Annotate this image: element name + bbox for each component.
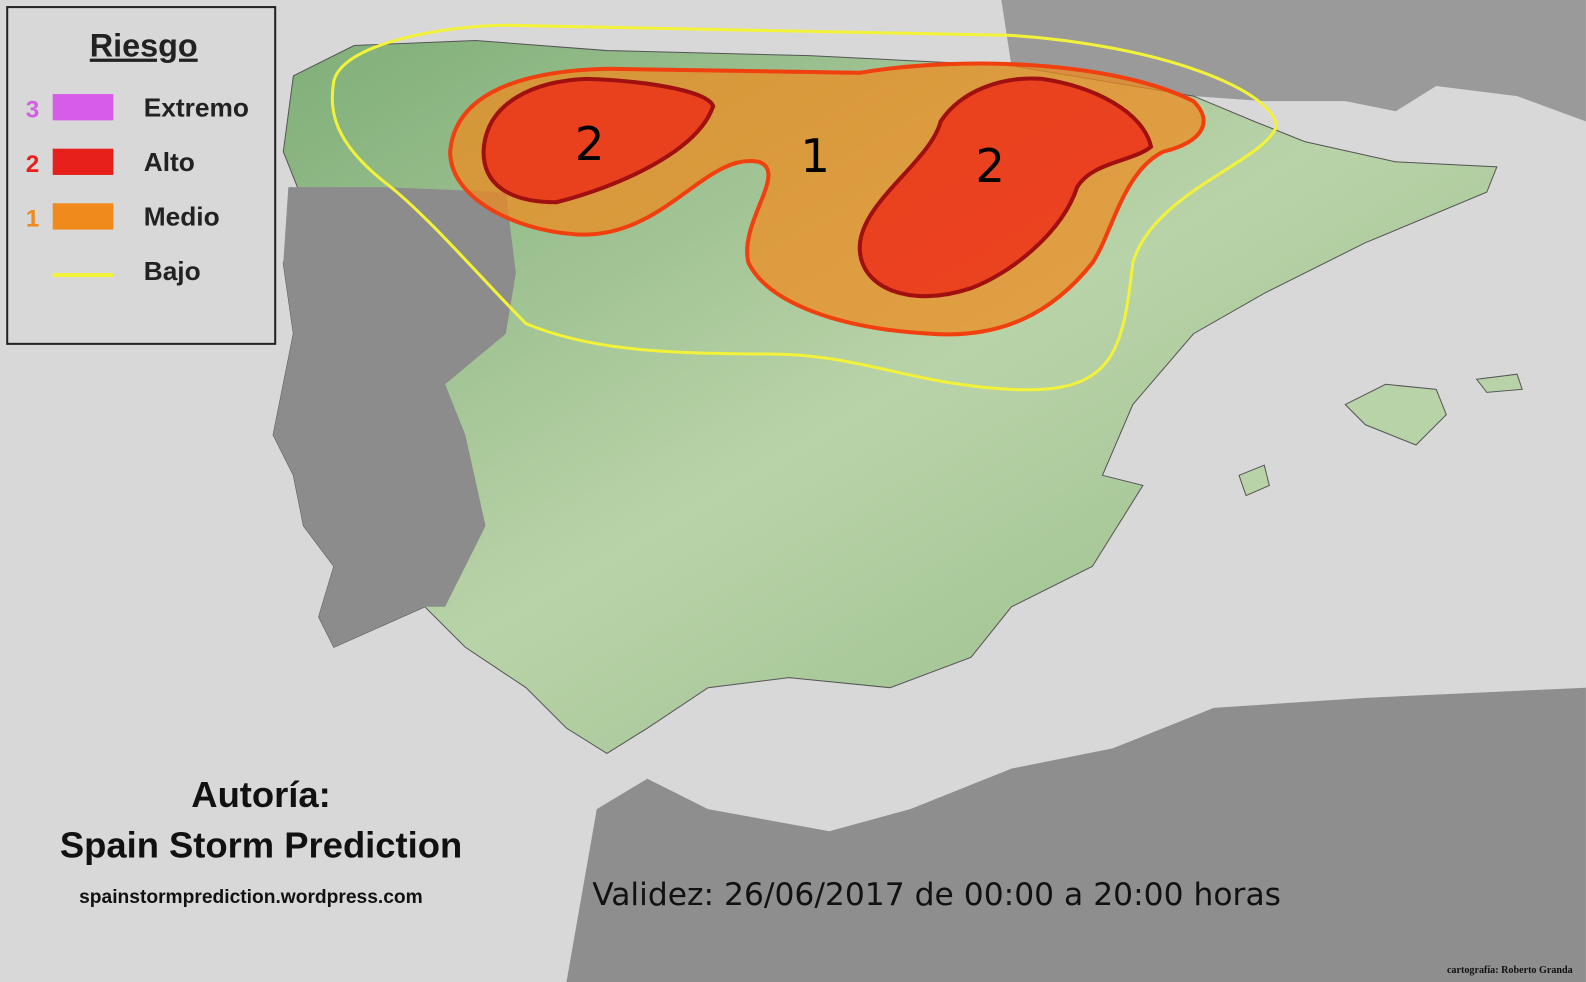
- legend-label: Extremo: [144, 92, 249, 122]
- author: Spain Storm Prediction: [60, 825, 462, 866]
- risk-low: [330, 23, 1278, 392]
- website: spainstormprediction.wordpress.com: [79, 887, 423, 908]
- zone-label: 2: [575, 117, 605, 171]
- legend-swatch: [52, 94, 114, 121]
- legend-level: 1: [26, 206, 39, 233]
- france: [1001, 0, 1586, 122]
- legend-swatch: [52, 148, 114, 175]
- validity: Validez: 26/06/2017 de 00:00 a 20:00 hor…: [592, 877, 1281, 913]
- author-heading: Autoría:: [191, 774, 331, 815]
- cartography-credit: cartografía: Roberto Granda: [1447, 965, 1573, 976]
- portugal: [273, 187, 516, 648]
- legend-label: Bajo: [144, 256, 201, 286]
- zone-label: 1: [800, 129, 830, 183]
- legend-label: Alto: [144, 147, 195, 177]
- legend-level: 2: [26, 151, 39, 178]
- balearic-islands: [1238, 373, 1523, 497]
- legend-swatch: [52, 203, 114, 230]
- legend: Riesgo 3 Extremo 2 Alto 1 Medio Bajo: [6, 6, 277, 345]
- legend-level: 3: [26, 96, 39, 123]
- risk-high: [857, 76, 1154, 299]
- risk-high: [481, 76, 716, 205]
- legend-title: Riesgo: [90, 28, 198, 64]
- africa: [566, 687, 1586, 982]
- legend-label: Medio: [144, 202, 220, 232]
- zone-label: 2: [975, 139, 1005, 193]
- legend-items: 3 Extremo 2 Alto 1 Medio Bajo: [26, 92, 249, 286]
- legend-box: [6, 6, 277, 345]
